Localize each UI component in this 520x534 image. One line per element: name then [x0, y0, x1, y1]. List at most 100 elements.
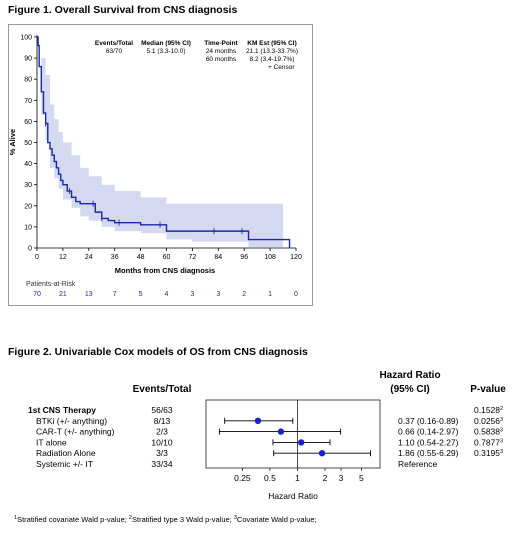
km-y-tick-label: 100 — [20, 35, 32, 42]
row-hr: 1.86 (0.55-6.29) — [398, 448, 459, 458]
risk-count: 0 — [294, 291, 298, 298]
km-x-tick-label: 12 — [59, 254, 67, 261]
km-x-tick-label: 36 — [111, 254, 119, 261]
risk-count: 13 — [85, 291, 93, 298]
header-events-total: Events/Total — [133, 384, 192, 395]
footnote-text-3: Covariate Wald p-value; — [237, 515, 317, 524]
km-y-tick-label: 50 — [24, 140, 32, 147]
km-x-tick-label: 72 — [189, 254, 197, 261]
km-x-tick-label: 84 — [214, 254, 222, 261]
forest-x-tick-label: 0.5 — [264, 473, 276, 483]
km-x-tick-label: 60 — [163, 254, 171, 261]
figure2-title: Figure 2. Univariable Cox models of OS f… — [8, 346, 308, 358]
row-events: 8/13 — [154, 416, 171, 426]
pvalue-sup: 3 — [500, 417, 503, 423]
forest-headers: Events/Total Hazard Ratio (95% CI) P-val… — [133, 370, 507, 395]
km-summary-table: Events/Total Median (95% CI) Time-Point … — [95, 40, 298, 71]
summary-header-timepoint: Time-Point — [204, 40, 238, 47]
row-hr: 0.66 (0.14-2.97) — [398, 427, 459, 437]
row-events: 56/63 — [151, 405, 173, 415]
forest-x-tick-label: 5 — [359, 473, 364, 483]
row-pvalue: 0.31953 — [474, 448, 503, 458]
km-y-tick-label: 10 — [24, 224, 32, 231]
km-y-tick-label: 20 — [24, 203, 32, 210]
hr-point — [298, 439, 305, 446]
km-labels: % Alive Months from CNS diagnosis Patien… — [8, 129, 215, 288]
forest-plot: Events/Total Hazard Ratio (95% CI) P-val… — [14, 370, 507, 524]
risk-table-counts: 70 21 13 7 5 4 3 3 2 1 0 — [33, 291, 298, 298]
km-x-tick-label: 96 — [240, 254, 248, 261]
km-x-tick-label: 108 — [264, 254, 276, 261]
footnote-sup-1: 1 — [14, 515, 17, 521]
km-ci-band-layer — [37, 37, 284, 247]
hr-point — [254, 417, 262, 424]
km-x-tick-label: 120 — [290, 254, 302, 261]
pvalue-sup: 2 — [500, 406, 503, 412]
footnote-text-2: Stratified type 3 Wald p-value; — [132, 515, 234, 524]
km-x-tick-label: 0 — [35, 254, 39, 261]
km-x-tick-label: 48 — [137, 254, 145, 261]
forest-x-tick-label: 2 — [323, 473, 328, 483]
figure1-frame — [8, 24, 313, 306]
row-label: 1st CNS Therapy — [28, 405, 96, 415]
row-pvalue: 0.15282 — [474, 405, 503, 415]
forest-frame — [205, 399, 381, 469]
risk-count: 21 — [59, 291, 67, 298]
km-y-tick-label: 0 — [28, 246, 32, 253]
row-hr: Reference — [398, 459, 437, 469]
forest-x-tick-label: 1 — [295, 473, 300, 483]
km-y-tick-label: 70 — [24, 98, 32, 105]
forest-rows: 1st CNS Therapy 56/63 0.15282 BTKi (+/- any… — [28, 405, 503, 469]
risk-count: 70 — [33, 291, 41, 298]
pvalue-sup: 3 — [500, 438, 503, 444]
summary-header-median: Median (95% CI) — [141, 40, 191, 47]
pvalue-text: 0.1528 — [474, 405, 500, 415]
footnote-sup-2: 2 — [129, 515, 132, 521]
summary-timepoint-24: 24 months — [206, 48, 237, 55]
pvalue-sup: 3 — [500, 449, 503, 455]
km-survival-curve — [37, 36, 291, 248]
row-label: Systemic +/- IT — [36, 459, 93, 469]
km-ylabel: % Alive — [8, 129, 17, 155]
summary-header-events: Events/Total — [95, 40, 133, 47]
risk-count: 5 — [139, 291, 143, 298]
km-y-tick-label: 40 — [24, 161, 32, 168]
km-y-tick-label: 80 — [24, 77, 32, 84]
risk-count: 2 — [242, 291, 246, 298]
pvalue-text: 0.5838 — [474, 427, 500, 437]
row-label: IT alone — [36, 437, 67, 447]
summary-header-km: KM Est (95% CI) — [247, 40, 296, 47]
summary-events: 63/70 — [106, 48, 123, 55]
forest-axes: 0.25 0.5 1 2 3 5 — [205, 399, 381, 483]
risk-count: 1 — [268, 291, 272, 298]
km-y-tick-label: 30 — [24, 182, 32, 189]
hr-point — [318, 450, 326, 457]
row-pvalue: 0.78773 — [474, 437, 503, 447]
forest-marks — [218, 417, 371, 457]
pvalue-text: 0.0256 — [474, 416, 500, 426]
row-events: 33/34 — [151, 459, 173, 469]
summary-km-24: 21.1 (13.3-33.7%) — [246, 48, 298, 55]
row-hr: 0.37 (0.16-0.89) — [398, 416, 459, 426]
pvalue-text: 0.3195 — [474, 448, 500, 458]
risk-count: 4 — [165, 291, 169, 298]
row-label: Radiation Alone — [36, 448, 96, 458]
censor-legend: + Censor — [268, 64, 295, 71]
km-y-tick-label: 60 — [24, 119, 32, 126]
row-events: 2/3 — [156, 427, 168, 437]
summary-median: 5.1 (3.3-10.0) — [146, 48, 185, 55]
km-ci-band — [37, 37, 284, 247]
row-pvalue: 0.58383 — [474, 427, 503, 437]
row-hr: 1.10 (0.54-2.27) — [398, 437, 459, 447]
risk-count: 7 — [113, 291, 117, 298]
row-events: 10/10 — [151, 437, 173, 447]
hr-point — [277, 428, 285, 435]
risk-count: 3 — [190, 291, 194, 298]
row-label: BTKi (+/- anything) — [36, 416, 107, 426]
pvalue-text: 0.7877 — [474, 437, 500, 447]
km-xlabel: Months from CNS diagnosis — [115, 266, 215, 275]
row-label: CAR-T (+/- anything) — [36, 427, 115, 437]
header-hazard-ratio: Hazard Ratio — [379, 370, 440, 381]
forest-x-tick-label: 0.25 — [234, 473, 251, 483]
row-pvalue: 0.02563 — [474, 416, 503, 426]
